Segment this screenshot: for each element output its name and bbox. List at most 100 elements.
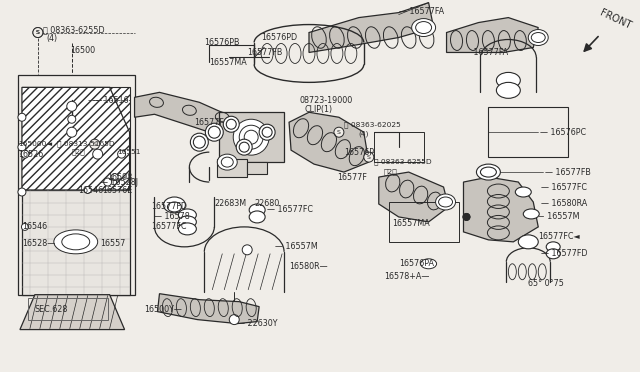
Ellipse shape <box>481 167 497 177</box>
Text: S: S <box>36 30 40 35</box>
Ellipse shape <box>233 119 269 155</box>
Ellipse shape <box>546 242 560 252</box>
Bar <box>22 87 129 190</box>
Text: SEC.628: SEC.628 <box>35 305 68 314</box>
Text: 16576P: 16576P <box>344 148 374 157</box>
Ellipse shape <box>218 154 237 170</box>
Text: 16500Y—: 16500Y— <box>145 305 182 314</box>
Circle shape <box>93 149 102 159</box>
Text: S: S <box>337 130 341 135</box>
Text: 16577FB: 16577FB <box>247 48 283 57</box>
Ellipse shape <box>168 202 181 212</box>
Text: — 16557M: — 16557M <box>275 242 318 251</box>
Polygon shape <box>157 294 259 324</box>
Text: — 16528J: — 16528J <box>100 177 138 186</box>
Circle shape <box>463 214 470 221</box>
Text: 16577F: 16577F <box>195 118 224 127</box>
Text: (4): (4) <box>47 34 58 43</box>
Ellipse shape <box>179 209 196 221</box>
Text: 16546: 16546 <box>22 222 47 231</box>
Text: 16578+A—: 16578+A— <box>384 272 429 281</box>
Ellipse shape <box>476 164 500 180</box>
Ellipse shape <box>436 194 456 210</box>
Circle shape <box>334 127 344 137</box>
Ellipse shape <box>223 116 239 132</box>
Text: 16557MA: 16557MA <box>209 58 247 67</box>
Text: 16576E: 16576E <box>102 186 132 195</box>
Circle shape <box>21 150 29 158</box>
Text: 65° 0°75: 65° 0°75 <box>528 279 564 288</box>
Bar <box>18 76 134 295</box>
Ellipse shape <box>62 234 90 250</box>
Ellipse shape <box>209 126 220 138</box>
Ellipse shape <box>249 204 265 216</box>
Polygon shape <box>22 190 129 295</box>
Text: Ⓝ 08363-6255D: Ⓝ 08363-6255D <box>43 25 104 34</box>
Ellipse shape <box>54 230 98 254</box>
Text: — 16577FC: — 16577FC <box>267 205 313 214</box>
Ellipse shape <box>236 139 252 155</box>
Circle shape <box>67 101 77 111</box>
Text: — 16577FA: — 16577FA <box>463 48 509 57</box>
Circle shape <box>21 224 28 230</box>
Text: (4): (4) <box>359 131 369 137</box>
Text: S: S <box>367 155 371 160</box>
Text: （2）: （2） <box>384 169 397 175</box>
Text: 16500: 16500 <box>70 46 95 55</box>
Ellipse shape <box>244 130 258 144</box>
Text: 16526: 16526 <box>18 150 43 158</box>
Text: 22680: 22680 <box>254 199 280 208</box>
Ellipse shape <box>190 133 209 151</box>
Ellipse shape <box>438 197 452 207</box>
Text: S: S <box>93 142 97 147</box>
Text: 16580R—: 16580R— <box>289 262 328 271</box>
Text: 16528—: 16528— <box>22 239 55 248</box>
Bar <box>28 298 108 320</box>
Text: 16557: 16557 <box>100 239 125 248</box>
Text: Ⓝ 08363-62025: Ⓝ 08363-62025 <box>344 121 401 128</box>
Bar <box>218 159 247 177</box>
Text: 16577FC◄: 16577FC◄ <box>538 232 580 241</box>
Circle shape <box>33 28 43 38</box>
Text: 165000◄: 165000◄ <box>18 141 52 147</box>
Ellipse shape <box>239 142 249 152</box>
Ellipse shape <box>546 249 560 259</box>
Text: 22683M: 22683M <box>214 199 246 208</box>
Text: — 16580RA: — 16580RA <box>541 199 588 208</box>
Circle shape <box>67 127 77 137</box>
Bar <box>220 112 284 162</box>
Text: 16577F: 16577F <box>337 173 367 182</box>
Polygon shape <box>379 172 449 222</box>
Circle shape <box>229 315 239 325</box>
Polygon shape <box>463 177 538 242</box>
Text: 16576PB: 16576PB <box>204 38 240 47</box>
Circle shape <box>84 186 92 193</box>
Bar <box>247 162 267 174</box>
Text: 16546: 16546 <box>77 186 103 195</box>
Ellipse shape <box>221 157 233 167</box>
Text: 16576PD: 16576PD <box>261 33 297 42</box>
Ellipse shape <box>497 82 520 98</box>
Ellipse shape <box>528 29 548 45</box>
Text: — 16576PC: — 16576PC <box>540 128 586 137</box>
Polygon shape <box>22 87 129 190</box>
Ellipse shape <box>531 32 545 42</box>
Text: Ⓝ 08363-6255D: Ⓝ 08363-6255D <box>374 159 431 166</box>
Polygon shape <box>309 3 433 52</box>
Ellipse shape <box>179 216 196 228</box>
Circle shape <box>118 150 125 158</box>
Text: S: S <box>36 30 40 35</box>
Text: — 22630Y: — 22630Y <box>237 319 278 328</box>
Bar <box>374 132 424 162</box>
Ellipse shape <box>497 73 520 89</box>
Text: 16557MA: 16557MA <box>392 219 429 228</box>
Polygon shape <box>20 295 125 330</box>
Text: — 16578: — 16578 <box>154 212 190 221</box>
Ellipse shape <box>249 211 265 223</box>
Text: 08723-19000: 08723-19000 <box>299 96 352 105</box>
Ellipse shape <box>239 125 263 149</box>
Polygon shape <box>447 17 538 52</box>
Ellipse shape <box>420 259 436 269</box>
Polygon shape <box>289 112 369 172</box>
Text: — 16577FB: — 16577FB <box>545 167 591 177</box>
